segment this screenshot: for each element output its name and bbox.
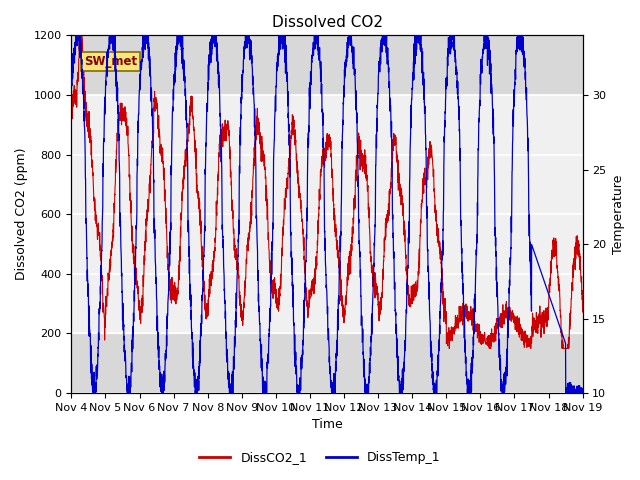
- Legend: DissCO2_1, DissTemp_1: DissCO2_1, DissTemp_1: [194, 446, 446, 469]
- Title: Dissolved CO2: Dissolved CO2: [271, 15, 383, 30]
- Y-axis label: Dissolved CO2 (ppm): Dissolved CO2 (ppm): [15, 148, 28, 280]
- Y-axis label: Temperature: Temperature: [612, 175, 625, 254]
- Bar: [72, 95, 582, 334]
- Text: SW_met: SW_met: [84, 55, 138, 68]
- X-axis label: Time: Time: [312, 419, 342, 432]
